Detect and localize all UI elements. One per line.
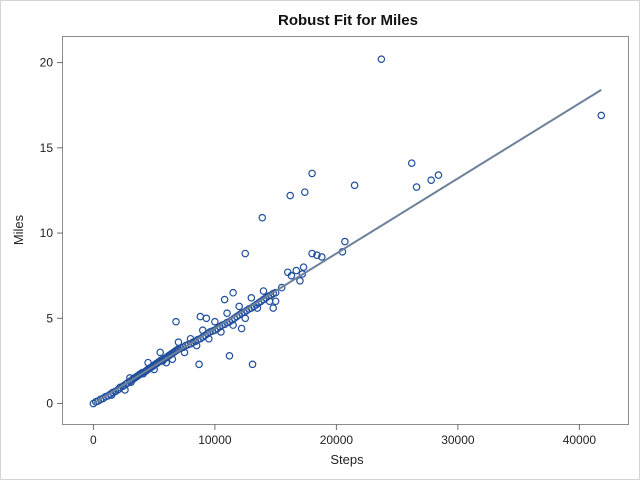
data-point [186,334,195,343]
data-point [229,321,237,329]
data-point [427,176,435,185]
x-tick-label: 40000 [563,433,597,447]
y-axis: 0 5 10 15 20 [40,56,63,411]
data-point [258,213,267,222]
data-point [407,159,416,167]
data-point [292,266,301,275]
data-point [241,314,250,323]
data-point [217,328,225,336]
data-point [198,326,207,335]
data-point [269,304,278,312]
x-tick-label: 0 [90,433,97,447]
y-tick-label: 10 [40,226,54,240]
data-point [259,287,268,295]
data-point [350,181,359,190]
data-point [308,169,316,178]
x-tick-label: 20000 [320,433,354,447]
x-axis-label: Steps [330,452,364,467]
data-point [341,237,349,246]
x-axis: 0 10000 20000 30000 40000 [90,424,596,447]
data-point [296,276,304,285]
data-point [235,302,243,311]
y-tick-label: 20 [40,56,54,70]
chart-title: Robust Fit for Miles [278,12,418,29]
data-point [195,360,203,369]
data-point [225,352,234,360]
data-point [241,249,250,258]
data-point [286,191,295,200]
data-point [412,183,421,191]
data-point [271,297,280,306]
data-point [377,55,386,63]
data-point [174,338,183,346]
y-tick-label: 0 [46,397,53,411]
data-point [211,317,219,326]
data-point [168,355,177,364]
data-points [89,55,606,408]
data-point [144,358,152,367]
fit-line [92,88,602,405]
data-point [202,314,211,323]
data-point [308,249,316,258]
data-point [223,309,231,317]
x-tick-label: 30000 [441,433,475,447]
data-point [196,312,205,321]
x-tick-label: 10000 [198,433,232,447]
data-point [248,360,257,369]
data-point [156,348,165,357]
y-tick-label: 15 [40,141,54,155]
data-point [300,188,309,196]
data-point [220,295,229,304]
data-point [247,294,256,302]
data-point [205,334,213,343]
data-point [180,348,189,357]
data-point [318,253,326,261]
data-point [237,324,246,333]
data-point [172,317,180,326]
data-point [434,171,443,179]
data-point [313,251,321,260]
data-point [287,271,296,280]
plot-area [62,36,629,425]
y-tick-label: 5 [46,311,53,325]
data-point [597,111,606,120]
data-point [299,263,308,271]
data-point [298,270,307,278]
data-point [277,283,286,292]
y-axis-label: Miles [11,214,26,245]
data-point [253,304,262,312]
data-point [229,288,237,297]
data-point [192,341,201,350]
